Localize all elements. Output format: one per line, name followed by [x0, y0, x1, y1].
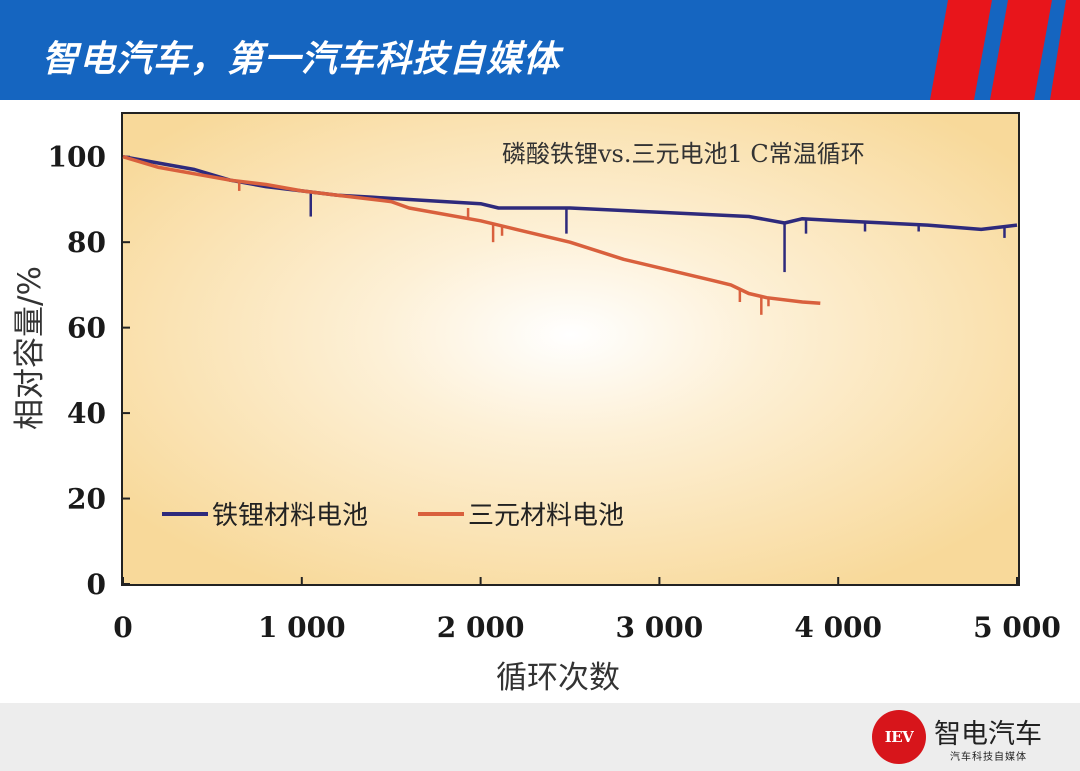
brand-name: 智电汽车 — [934, 719, 1042, 750]
x-tick-label: 5 000 — [973, 611, 1061, 644]
x-tick-label: 3 000 — [616, 611, 704, 644]
y-tick-label: 20 — [67, 483, 106, 516]
legend-label: 铁锂材料电池 — [212, 501, 368, 531]
y-tick-label: 80 — [67, 226, 106, 259]
legend-label: 三元材料电池 — [468, 501, 624, 531]
y-tick-label: 100 — [48, 141, 106, 174]
y-tick-label: 40 — [67, 397, 106, 430]
header-stripes — [930, 0, 1080, 100]
brand-subtitle: 汽车科技自媒体 — [950, 752, 1027, 763]
header-title: 智电汽车，第一汽车科技自媒体 — [42, 39, 561, 80]
y-axis-title: 相对容量/% — [12, 266, 48, 430]
x-tick-label: 4 000 — [794, 611, 882, 644]
brand-block: IEV 智电汽车 汽车科技自媒体 — [872, 708, 1072, 764]
series-line-2 — [122, 155, 821, 306]
x-axis-title: 循环次数 — [496, 660, 620, 696]
plot-area — [121, 112, 1020, 586]
iev-logo: IEV — [872, 710, 926, 764]
chart-annotation: 磷酸铁锂vs.三元电池1 C常温循环 — [502, 140, 865, 168]
y-tick-label: 0 — [87, 568, 106, 601]
x-tick-label: 2 000 — [437, 611, 525, 644]
header-banner: 智电汽车，第一汽车科技自媒体 — [0, 0, 1080, 100]
chart-legend: 铁锂材料电池 三元材料电池 — [162, 501, 624, 531]
y-tick-label: 60 — [67, 312, 106, 345]
x-tick-label: 0 — [113, 611, 132, 644]
x-tick-label: 1 000 — [258, 611, 346, 644]
